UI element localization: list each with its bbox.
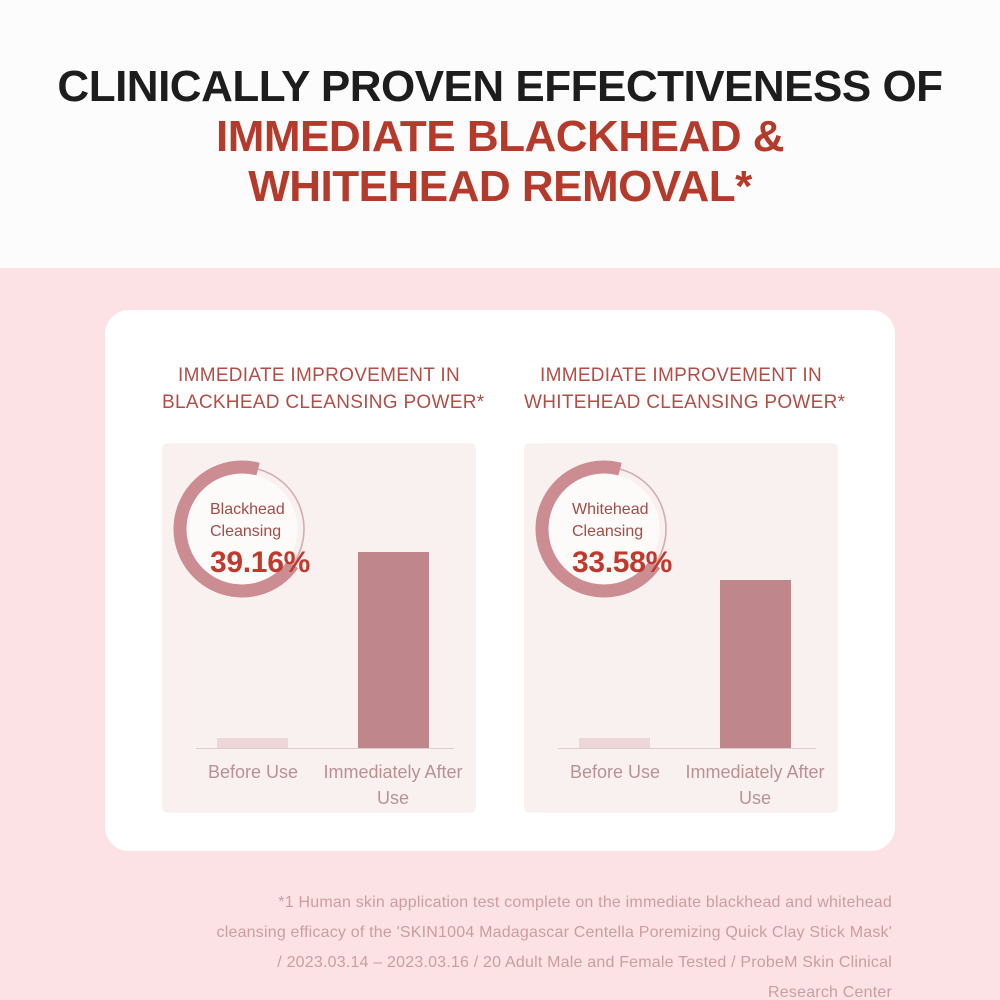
before-use-bar <box>579 738 650 748</box>
headline-black: CLINICALLY PROVEN EFFECTIVENESS OF <box>57 62 943 111</box>
whitehead-panel-title: IMMEDIATE IMPROVEMENT IN WHITEHEAD CLEAN… <box>524 362 846 416</box>
headline-red-line1: IMMEDIATE BLACKHEAD & <box>216 112 785 161</box>
footnote-line-3: / 2023.03.14 – 2023.03.16 / 20 Adult Mal… <box>277 954 892 971</box>
donut-label-line1: Whitehead <box>572 501 649 518</box>
donut-label-line1: Blackhead <box>210 501 285 518</box>
before-use-bar <box>217 738 288 748</box>
donut-arc-thin <box>257 468 305 566</box>
after-use-label: Immediately After Use <box>685 762 825 808</box>
footnote: *1 Human skin application test complete … <box>0 888 1000 1000</box>
results-section: IMMEDIATE IMPROVEMENT IN BLACKHEAD CLEAN… <box>0 268 1000 1000</box>
donut-label-line2: Cleansing <box>210 523 282 540</box>
donut-ring-graphic <box>535 460 667 598</box>
donut-inner-circle <box>548 473 660 585</box>
blackhead-panel-title: IMMEDIATE IMPROVEMENT IN BLACKHEAD CLEAN… <box>162 362 485 416</box>
donut-value: 39.16% <box>210 546 310 579</box>
blackhead-title-line2: BLACKHEAD CLEANSING POWER* <box>162 392 485 413</box>
donut-label-line2: Cleansing <box>572 523 644 540</box>
whitehead-donut-chart: Whitehead Cleansing 33.58% <box>534 459 674 599</box>
headline-red-line2: WHITEHEAD REMOVAL* <box>248 162 752 211</box>
footnote-line-1: *1 Human skin application test complete … <box>278 894 892 911</box>
whitehead-title-line1: IMMEDIATE IMPROVEMENT IN <box>539 365 822 386</box>
donut-arc-thick <box>535 460 661 598</box>
footnote-line-2: cleansing efficacy of the 'SKIN1004 Mada… <box>216 924 892 941</box>
whitehead-column: IMMEDIATE IMPROVEMENT IN WHITEHEAD CLEAN… <box>524 362 846 851</box>
baseline-axis <box>196 748 454 749</box>
footnote-line-4: Research Center <box>768 984 892 1000</box>
results-card: IMMEDIATE IMPROVEMENT IN BLACKHEAD CLEAN… <box>105 310 895 851</box>
donut-value: 33.58% <box>572 546 672 579</box>
before-use-label: Before Use <box>569 762 661 782</box>
whitehead-donut-text: Whitehead Cleansing 33.58% <box>572 499 672 580</box>
blackhead-donut-text: Blackhead Cleansing 39.16% <box>210 499 310 580</box>
donut-ring-graphic <box>173 460 305 598</box>
donut-inner-circle <box>186 473 298 585</box>
blackhead-chart-panel: Blackhead Cleansing 39.16% Before Use Im… <box>162 443 476 813</box>
donut-arc-thick <box>173 460 299 598</box>
after-use-bar <box>358 552 429 748</box>
blackhead-column: IMMEDIATE IMPROVEMENT IN BLACKHEAD CLEAN… <box>162 362 485 851</box>
whitehead-chart-panel: Whitehead Cleansing 33.58% Before Use Im… <box>524 443 838 813</box>
donut-arc-thin <box>619 468 667 566</box>
blackhead-title-line1: IMMEDIATE IMPROVEMENT IN <box>177 365 460 386</box>
blackhead-donut-chart: Blackhead Cleansing 39.16% <box>172 459 312 599</box>
after-use-bar <box>720 580 791 748</box>
headline-section: CLINICALLY PROVEN EFFECTIVENESS OF IMMED… <box>0 0 1000 268</box>
baseline-axis <box>558 748 816 749</box>
whitehead-title-line2: WHITEHEAD CLEANSING POWER* <box>524 392 846 413</box>
before-use-label: Before Use <box>207 762 299 782</box>
after-use-label: Immediately After Use <box>323 762 463 808</box>
